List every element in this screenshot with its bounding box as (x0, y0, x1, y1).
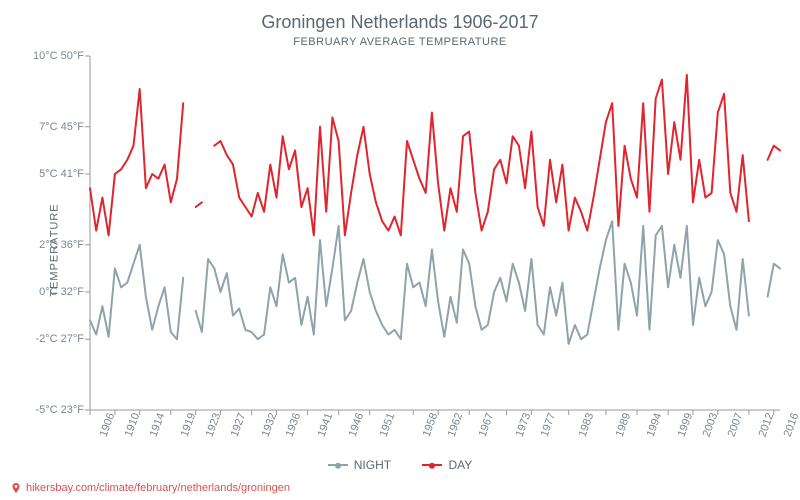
x-tick-label: 1927 (224, 410, 247, 438)
x-tick-label: 1967 (473, 410, 496, 438)
x-tick-label: 1923 (200, 410, 223, 438)
x-tick-label: 1977 (535, 410, 558, 438)
x-tick-label: 1999 (672, 410, 695, 438)
legend-label-day: DAY (448, 458, 472, 472)
x-tick-label: 1936 (280, 410, 303, 438)
x-tick-label: 1989 (610, 410, 633, 438)
x-tick-label: 1951 (374, 410, 397, 438)
footer-link-text: hikersbay.com/climate/february/netherlan… (26, 482, 290, 494)
x-tick-label: 1906 (94, 410, 117, 438)
x-tick-label: 1946 (343, 410, 366, 438)
legend-label-night: NIGHT (354, 458, 391, 472)
y-tick-label: -2°C 27°F (35, 333, 90, 345)
x-tick-label: 2012 (753, 410, 776, 438)
y-tick-label: 10°C 50°F (33, 50, 90, 62)
legend-item-day: DAY (422, 458, 472, 472)
legend: NIGHT DAY (0, 455, 800, 472)
y-tick-label: 0°C 32°F (39, 286, 90, 298)
x-tick-label: 1941 (311, 410, 334, 438)
legend-swatch-night (328, 464, 348, 466)
footer-link[interactable]: hikersbay.com/climate/february/netherlan… (10, 482, 290, 494)
x-tick-label: 2007 (722, 410, 745, 438)
y-tick-label: 2°C 36°F (39, 239, 90, 251)
y-tick-label: 5°C 41°F (39, 168, 90, 180)
plot-area: -5°C 23°F-2°C 27°F0°C 32°F2°C 36°F5°C 41… (90, 56, 780, 410)
x-tick-label: 1914 (144, 410, 167, 438)
map-pin-icon (10, 482, 22, 494)
x-tick-label: 1919 (175, 410, 198, 438)
legend-swatch-day (422, 464, 442, 466)
x-tick-label: 1973 (510, 410, 533, 438)
x-tick-label: 1983 (573, 410, 596, 438)
x-tick-label: 2016 (778, 410, 800, 438)
plot-svg (90, 56, 780, 410)
x-tick-label: 1958 (417, 410, 440, 438)
x-tick-label: 2003 (697, 410, 720, 438)
chart-subtitle: FEBRUARY AVERAGE TEMPERATURE (0, 36, 800, 48)
y-tick-label: 7°C 45°F (39, 121, 90, 133)
x-tick-label: 1994 (641, 410, 664, 438)
legend-item-night: NIGHT (328, 458, 391, 472)
x-tick-label: 1910 (119, 410, 142, 438)
x-tick-label: 1962 (442, 410, 465, 438)
chart-container: Groningen Netherlands 1906-2017 FEBRUARY… (0, 0, 800, 500)
chart-title: Groningen Netherlands 1906-2017 (0, 12, 800, 33)
y-tick-label: -5°C 23°F (35, 404, 90, 416)
x-tick-label: 1932 (255, 410, 278, 438)
